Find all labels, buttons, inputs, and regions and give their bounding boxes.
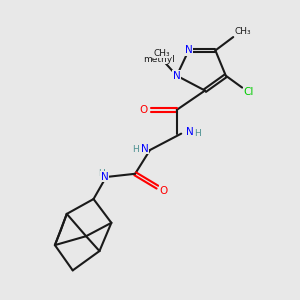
Text: O: O: [140, 105, 148, 115]
Text: N: N: [186, 127, 194, 137]
Text: H: H: [132, 145, 139, 154]
Text: H: H: [98, 169, 105, 178]
Text: CH₃: CH₃: [154, 49, 170, 58]
Text: H: H: [195, 129, 201, 138]
Text: methyl: methyl: [143, 55, 175, 64]
Text: N: N: [141, 143, 148, 154]
Text: O: O: [160, 186, 168, 196]
Text: N: N: [100, 172, 108, 182]
Text: Cl: Cl: [244, 87, 254, 97]
Text: N: N: [185, 45, 193, 56]
Text: N: N: [173, 71, 181, 81]
Text: CH₃: CH₃: [235, 27, 251, 36]
